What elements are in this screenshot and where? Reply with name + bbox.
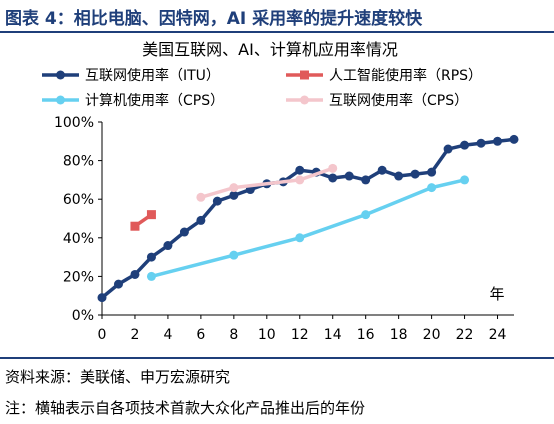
- legend-label: 互联网使用率（ITU）: [85, 67, 220, 84]
- x-axis-label: 年: [489, 285, 504, 303]
- legend-label: 人工智能使用率（RPS）: [329, 67, 482, 84]
- data-point: [97, 293, 107, 303]
- data-point: [146, 271, 156, 281]
- top-divider: [0, 31, 554, 33]
- x-tick-label: 12: [291, 327, 309, 343]
- bottom-divider: [0, 357, 554, 359]
- data-point: [196, 192, 206, 202]
- y-tick-label: 60%: [63, 192, 94, 208]
- data-point: [493, 136, 503, 146]
- data-point: [361, 175, 371, 185]
- y-tick-label: 100%: [54, 115, 94, 131]
- legend-item: 互联网使用率（CPS）: [286, 92, 468, 109]
- data-point: [130, 221, 140, 231]
- x-tick-label: 6: [196, 327, 205, 343]
- legend-item: 计算机使用率（CPS）: [42, 92, 224, 109]
- data-point: [476, 138, 486, 148]
- data-point: [229, 250, 239, 260]
- legend-marker: [56, 70, 65, 80]
- data-point: [163, 241, 173, 251]
- data-point: [113, 279, 123, 289]
- series-2: [130, 210, 156, 231]
- legend-label: 计算机使用率（CPS）: [85, 92, 224, 109]
- data-point: [427, 167, 437, 177]
- data-point: [146, 252, 156, 262]
- legend-marker: [300, 95, 309, 105]
- series-3: [146, 175, 470, 281]
- x-tick-label: 0: [98, 327, 107, 343]
- legend-item: 互联网使用率（ITU）: [42, 67, 220, 84]
- data-point: [229, 190, 239, 200]
- data-point: [295, 165, 305, 175]
- line-chart: 美国互联网、AI、计算机应用率情况 互联网使用率（ITU） 人工智能使用率（RPS…: [42, 40, 519, 343]
- y-tick-label: 0%: [72, 308, 94, 324]
- x-tick-label: 18: [390, 327, 408, 343]
- data-point: [460, 175, 470, 185]
- data-point: [130, 269, 140, 279]
- data-point: [509, 134, 519, 144]
- data-point: [295, 233, 305, 243]
- data-point: [377, 165, 387, 175]
- x-tick-label: 16: [357, 327, 375, 343]
- data-point: [427, 183, 437, 193]
- chart-title: 美国互联网、AI、计算机应用率情况: [142, 40, 398, 59]
- data-point: [361, 210, 371, 220]
- source-note: 资料来源：美联储、申万宏源研究: [5, 368, 231, 386]
- axis-note: 注：横轴表示自各项技术首款大众化产品推出后的年份: [5, 399, 366, 417]
- data-point: [410, 169, 420, 179]
- legend-marker: [56, 95, 65, 105]
- data-point: [394, 171, 404, 181]
- series-line: [200, 166, 334, 199]
- data-point: [328, 163, 338, 173]
- y-tick-label: 20%: [63, 269, 94, 285]
- series-line: [151, 178, 465, 279]
- data-point: [146, 210, 156, 220]
- data-point: [328, 173, 338, 183]
- x-tick-label: 22: [456, 327, 474, 343]
- data-point: [212, 196, 222, 206]
- legend-label: 互联网使用率（CPS）: [329, 92, 468, 109]
- y-tick-label: 40%: [63, 231, 94, 247]
- data-point: [344, 171, 354, 181]
- data-point: [295, 175, 305, 185]
- axes: 0%20%40%60%80%100%0 2 4 6 8 10 12 14 16 18 20 22 24年: [54, 115, 514, 343]
- data-point: [179, 227, 189, 237]
- x-tick-label: 8: [229, 327, 238, 343]
- y-tick-label: 80%: [63, 154, 94, 170]
- series-4: [196, 163, 338, 202]
- x-tick-label: 2: [130, 327, 139, 343]
- x-tick-label: 4: [163, 327, 172, 343]
- figure-title: 图表 4：相比电脑、因特网，AI 采用率的提升速度较快: [5, 9, 423, 29]
- series-1: [97, 134, 519, 303]
- plot-area: [97, 134, 519, 303]
- data-point: [196, 215, 206, 225]
- x-tick-label: 24: [489, 327, 507, 343]
- data-point: [229, 183, 239, 193]
- x-tick-label: 14: [324, 327, 342, 343]
- legend: 互联网使用率（ITU） 人工智能使用率（RPS） 计算机使用率（CPS） 互联网使用率…: [42, 67, 482, 109]
- legend-item: 人工智能使用率（RPS）: [286, 67, 482, 84]
- data-point: [443, 144, 453, 154]
- x-tick-label: 20: [423, 327, 441, 343]
- legend-marker: [300, 70, 309, 80]
- data-point: [460, 140, 470, 150]
- x-tick-label: 10: [258, 327, 276, 343]
